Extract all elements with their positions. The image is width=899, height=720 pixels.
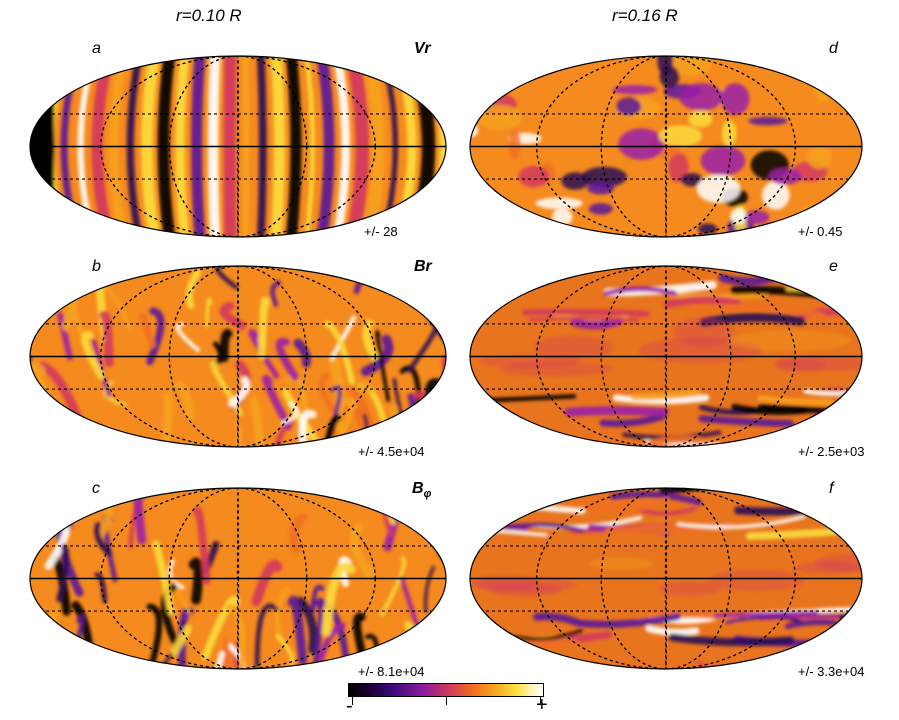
colorbar-minus: -: [346, 695, 353, 717]
panel-letter-a: a: [92, 40, 101, 57]
field-label-vr: Vr: [414, 40, 431, 57]
field-label-bphi-main: B: [412, 480, 424, 497]
column-title-right: r=0.16 R: [612, 6, 678, 25]
range-label-d: +/- 0.45: [798, 224, 843, 239]
field-label-br: Br: [414, 258, 432, 275]
mollweide-map-panel-b: [29, 265, 447, 448]
range-label-b: +/- 4.5e+04: [358, 444, 425, 459]
colorbar-tick-center: [446, 697, 447, 705]
mollweide-map-panel-f: [469, 487, 863, 670]
mollweide-map-panel-e: [469, 265, 863, 448]
range-label-a: +/- 28: [364, 224, 398, 239]
colorbar-tick-left: [352, 697, 353, 705]
column-title-left: r=0.10 R: [176, 6, 242, 25]
panel-letter-b: b: [92, 258, 101, 275]
mollweide-map-panel-a: [29, 55, 447, 238]
panel-letter-d: d: [829, 40, 838, 57]
colorbar-tick-right: [540, 697, 541, 705]
panel-letter-e: e: [829, 258, 838, 275]
panel-letter-f: f: [829, 480, 834, 497]
range-label-f: +/- 3.3e+04: [798, 664, 865, 679]
colorbar-plus: +: [536, 694, 548, 716]
colorbar: [348, 683, 544, 697]
range-label-e: +/- 2.5e+03: [798, 444, 865, 459]
range-label-c: +/- 8.1e+04: [358, 664, 425, 679]
field-label-bphi: Bφ: [412, 480, 431, 500]
panel-letter-c: c: [92, 480, 100, 497]
field-label-bphi-sub: φ: [423, 488, 432, 501]
mollweide-map-panel-c: [29, 487, 447, 670]
mollweide-map-panel-d: [469, 55, 863, 238]
